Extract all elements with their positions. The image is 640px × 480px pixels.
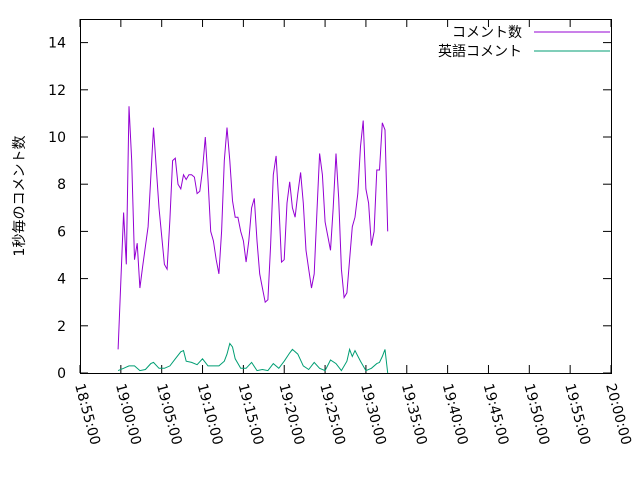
x-tick-labels: 18:55:00 19:00:00 19:05:00 19:10:00 19:15:00… (71, 382, 634, 447)
x-tick-label: 19:35:00 (398, 382, 430, 447)
series-layer (117, 106, 389, 374)
x-tick-label: 19:45:00 (480, 382, 512, 447)
x-tick-label: 19:05:00 (153, 382, 185, 447)
y-tick-label: 12 (48, 83, 66, 99)
legend-label-english-comments: 英語コメント (438, 43, 522, 60)
y-axis-label: 1秒毎のコメント数 (12, 136, 28, 257)
y-tick-label: 4 (57, 272, 66, 288)
x-tick-label: 19:25:00 (316, 382, 348, 447)
x-tick-label: 19:10:00 (194, 382, 226, 447)
series-line-1 (117, 342, 389, 374)
x-tick-label: 20:00:00 (602, 382, 634, 447)
x-tick-label: 19:20:00 (275, 382, 307, 447)
y-tick-label: 2 (57, 319, 66, 335)
series-line-0 (117, 106, 389, 350)
y-tick-label: 8 (57, 177, 66, 193)
x-tick-label: 19:40:00 (439, 382, 471, 447)
y-tick-labels: 0 2 4 6 8 10 12 14 (48, 36, 66, 382)
plot-border (80, 19, 612, 374)
y-tick-label: 6 (57, 224, 66, 240)
x-tick-label: 19:00:00 (112, 382, 144, 447)
x-tick-label: 19:55:00 (561, 382, 593, 447)
axis-ticks (79, 19, 612, 374)
legend: コメント数 英語コメント (438, 25, 610, 60)
y-tick-label: 0 (57, 366, 66, 382)
x-tick-label: 19:30:00 (357, 382, 389, 447)
x-tick-label: 19:50:00 (520, 382, 552, 447)
y-tick-label: 10 (48, 130, 66, 146)
x-tick-label: 18:55:00 (71, 382, 103, 447)
x-tick-label: 19:15:00 (235, 382, 267, 447)
y-tick-label: 14 (48, 36, 66, 52)
legend-label-comments: コメント数 (452, 25, 522, 41)
